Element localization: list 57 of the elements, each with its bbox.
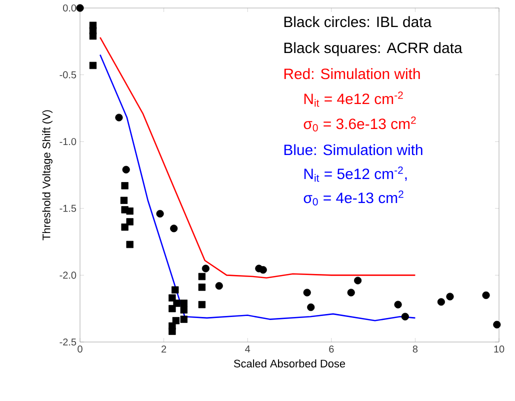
annotation: σ$_{0}$ = 4e-13 cm$^{2}$ <box>304 190 404 206</box>
point <box>303 288 311 296</box>
annotation: Red: Simulation with <box>284 68 420 80</box>
y-tick-label: -0.5 <box>60 71 76 78</box>
point <box>126 218 134 226</box>
x-tick-label: 0 <box>78 346 82 353</box>
point <box>172 286 179 294</box>
point <box>446 292 454 300</box>
x-tick-label: 4 <box>245 346 250 352</box>
annotation: σ$_{0}$ = 3.6e-13 cm$^{2}$ <box>304 116 416 132</box>
point <box>173 300 180 307</box>
point <box>170 224 178 232</box>
annotation: N$_{it}$ = 5e12 cm$^{-2}$, <box>304 166 407 182</box>
y-tick-label: -2.5 <box>60 338 76 346</box>
point <box>198 300 206 308</box>
annotation: Black squares: ACRR data <box>284 42 462 56</box>
annotation: Blue: Simulation with <box>284 144 422 156</box>
x-axis-title: Scaled Absorbed Dose <box>234 359 346 368</box>
point <box>482 291 490 300</box>
point <box>180 316 188 323</box>
annotation: N$_{it}$ = 4e12 cm$^{-2}$ <box>304 91 403 107</box>
annotation: Black circles: IBL data <box>284 16 432 28</box>
x-tick-label: 10 <box>494 346 504 353</box>
point <box>122 166 130 174</box>
point <box>168 328 176 335</box>
x-tick-label: 6 <box>329 346 334 353</box>
point <box>126 240 134 248</box>
point <box>120 196 128 204</box>
y-tick-label: -1.5 <box>60 204 76 212</box>
point <box>121 224 128 231</box>
point <box>156 210 164 218</box>
point <box>89 62 97 70</box>
point <box>126 207 134 215</box>
y-tick-label: -1.0 <box>60 138 76 146</box>
point <box>215 282 223 290</box>
point <box>121 182 128 190</box>
y-axis-title: Threshold Voltage Shift (V) <box>42 110 52 240</box>
point <box>198 272 206 280</box>
point <box>307 303 315 312</box>
point <box>180 306 188 314</box>
point <box>347 288 355 296</box>
point <box>198 284 206 291</box>
point <box>202 264 210 272</box>
point <box>89 32 97 40</box>
point <box>394 300 402 308</box>
point <box>401 312 409 320</box>
y-tick-label: -2.0 <box>60 272 76 279</box>
y-tick-label: 0.0 <box>63 4 76 12</box>
point <box>180 300 188 307</box>
point <box>76 4 84 12</box>
point <box>115 114 123 122</box>
x-tick-label: 2 <box>162 346 166 352</box>
point <box>437 298 445 306</box>
x-tick-label: 8 <box>412 346 418 353</box>
point <box>259 266 267 274</box>
point <box>354 276 362 284</box>
point <box>493 320 501 328</box>
